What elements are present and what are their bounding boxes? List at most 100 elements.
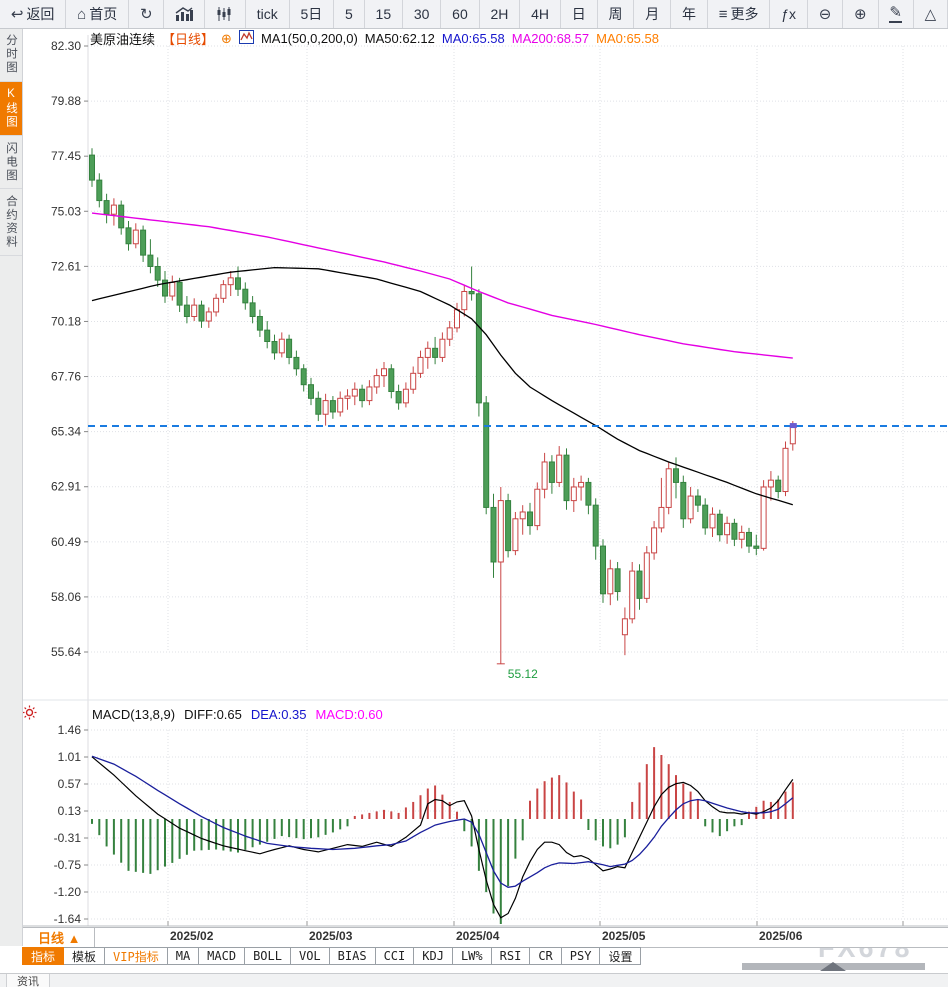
candle-body	[760, 486, 767, 549]
tab-rsi[interactable]: RSI	[491, 947, 531, 965]
toolbar-button-candlestick[interactable]	[205, 0, 246, 28]
candle-body	[300, 368, 307, 386]
period-5d-label: 5日	[300, 6, 323, 22]
ma50-value: MA50:62.12	[364, 30, 435, 46]
price-axis-label: 79.88	[51, 94, 81, 108]
toolbar-button-more[interactable]: ≡ 更多	[708, 0, 771, 28]
tab-template[interactable]: 模板	[64, 947, 106, 965]
candle-body	[454, 309, 460, 329]
tab-cci[interactable]: CCI	[375, 947, 415, 965]
macd-axis-label: 0.57	[58, 777, 82, 791]
candle-body	[264, 329, 271, 342]
toolbar-button-period-30[interactable]: 30	[403, 0, 442, 28]
toolbar-button-tick[interactable]: tick	[246, 0, 290, 28]
price-axis-label: 58.06	[51, 590, 81, 604]
toolbar-button-home[interactable]: ⌂ 首页	[66, 0, 130, 28]
toolbar-button-refresh[interactable]: ↻	[129, 0, 165, 28]
tab-settings[interactable]: 设置	[600, 947, 642, 965]
toolbar-button-formula[interactable]: ƒx	[770, 0, 808, 28]
macd-diff-line	[91, 756, 794, 919]
mini-chart-icon[interactable]	[238, 29, 254, 47]
sidebar-item-kline-chart[interactable]: K线图	[0, 81, 22, 136]
toolbar-button-period-year[interactable]: 年	[671, 0, 708, 28]
sidebar-item-time-chart[interactable]: 分时图	[0, 28, 22, 82]
macd-dea-line	[91, 755, 794, 888]
tab-cr[interactable]: CR	[530, 947, 562, 965]
toolbar-button-shape[interactable]: △	[914, 0, 948, 28]
candlestick-icon	[216, 7, 234, 21]
left-sidebar: 分时图 K线图 闪电图 合约资料	[0, 28, 23, 946]
toolbar-button-period-15[interactable]: 15	[365, 0, 403, 28]
candle-body	[322, 400, 329, 415]
toolbar-button-back[interactable]: ↩ 返回	[0, 0, 67, 28]
macd-header: MACD(13,8,9) DIFF:0.65 DEA:0.35 MACD:0.6…	[92, 706, 383, 722]
toolbar-button-period-day[interactable]: 日	[561, 0, 598, 28]
price-axis-label: 72.61	[51, 259, 81, 273]
candle-body	[548, 461, 555, 483]
candle-body	[191, 304, 198, 317]
macd-settings-icon[interactable]	[22, 705, 37, 725]
candle-body	[629, 570, 636, 620]
tab-kdj[interactable]: KDJ	[414, 947, 453, 965]
macd-macd-value: MACD:0.60	[315, 706, 383, 722]
candle-body	[636, 570, 643, 599]
tab-boll[interactable]: BOLL	[245, 947, 291, 965]
sidebar-item-lightning-chart[interactable]: 闪电图	[0, 136, 22, 189]
status-bar: 资讯	[0, 973, 948, 987]
tab-macd[interactable]: MACD	[199, 947, 246, 965]
candle-body	[410, 372, 417, 390]
macd-axis-label: -0.75	[54, 858, 82, 872]
price-axis-label: 65.34	[51, 425, 81, 439]
candle-body	[709, 513, 716, 529]
sidebar-item-contract-info[interactable]: 合约资料	[0, 189, 22, 256]
candle-body	[424, 347, 431, 358]
candle-body	[256, 315, 263, 331]
tab-bias[interactable]: BIAS	[329, 947, 376, 965]
period-week-label: 周	[608, 6, 623, 22]
candle-body	[439, 338, 446, 358]
tab-vip-indicator[interactable]: VIP指标	[105, 947, 168, 965]
candle-body	[570, 486, 577, 502]
candle-body	[789, 425, 796, 445]
tab-lw[interactable]: LW%	[452, 947, 492, 965]
tab-indicator[interactable]: 指标	[22, 947, 65, 965]
candle-body	[366, 386, 373, 402]
candle-body	[89, 154, 95, 181]
candle-body	[351, 388, 358, 397]
candle-body	[505, 500, 512, 552]
more-label: 更多	[730, 6, 759, 22]
candle-body	[775, 479, 782, 493]
toolbar-button-period-5d[interactable]: 5日	[290, 0, 335, 28]
macd-axis-label: 1.01	[58, 750, 82, 764]
period-year-label: 年	[681, 6, 696, 22]
candle-body	[271, 340, 278, 354]
toolbar-button-period-week[interactable]: 周	[598, 0, 635, 28]
toolbar-button-period-4h[interactable]: 4H	[520, 0, 561, 28]
toolbar-button-draw[interactable]: ✎	[879, 0, 914, 28]
toolbar-button-period-2h[interactable]: 2H	[480, 0, 521, 28]
price-axis-label: 77.45	[51, 149, 81, 163]
toolbar-button-bar-chart[interactable]	[164, 0, 206, 28]
indicator-tabs: 指标 模板 VIP指标 MA MACD BOLL VOL BIAS CCI KDJ LW% RSI CR…	[22, 947, 948, 965]
tab-vol[interactable]: VOL	[290, 947, 330, 965]
period-2h-label: 2H	[490, 6, 509, 22]
period-selector[interactable]: 日线 ▲	[26, 928, 96, 947]
candle-body	[103, 200, 110, 215]
candle-body	[746, 531, 752, 547]
tab-psy[interactable]: PSY	[561, 947, 601, 965]
toolbar-button-zoom-in[interactable]: ⊕	[843, 0, 879, 28]
period-day-label: 日	[571, 6, 586, 22]
toolbar-button-zoom-out[interactable]: ⊖	[808, 0, 844, 28]
toolbar-button-period-60[interactable]: 60	[441, 0, 480, 28]
toolbar-button-period-month[interactable]: 月	[634, 0, 672, 28]
period-4h-label: 4H	[531, 6, 550, 22]
toolbar-button-period-5[interactable]: 5	[334, 0, 365, 28]
scrollbar-handle-icon[interactable]	[820, 962, 846, 971]
add-indicator-icon[interactable]: ⊕	[221, 30, 232, 46]
period-5-label: 5	[345, 6, 353, 22]
tab-ma[interactable]: MA	[167, 947, 200, 965]
news-tab[interactable]: 资讯	[6, 974, 50, 987]
macd-axis-label: 0.13	[58, 804, 82, 818]
candle-body	[563, 454, 570, 502]
